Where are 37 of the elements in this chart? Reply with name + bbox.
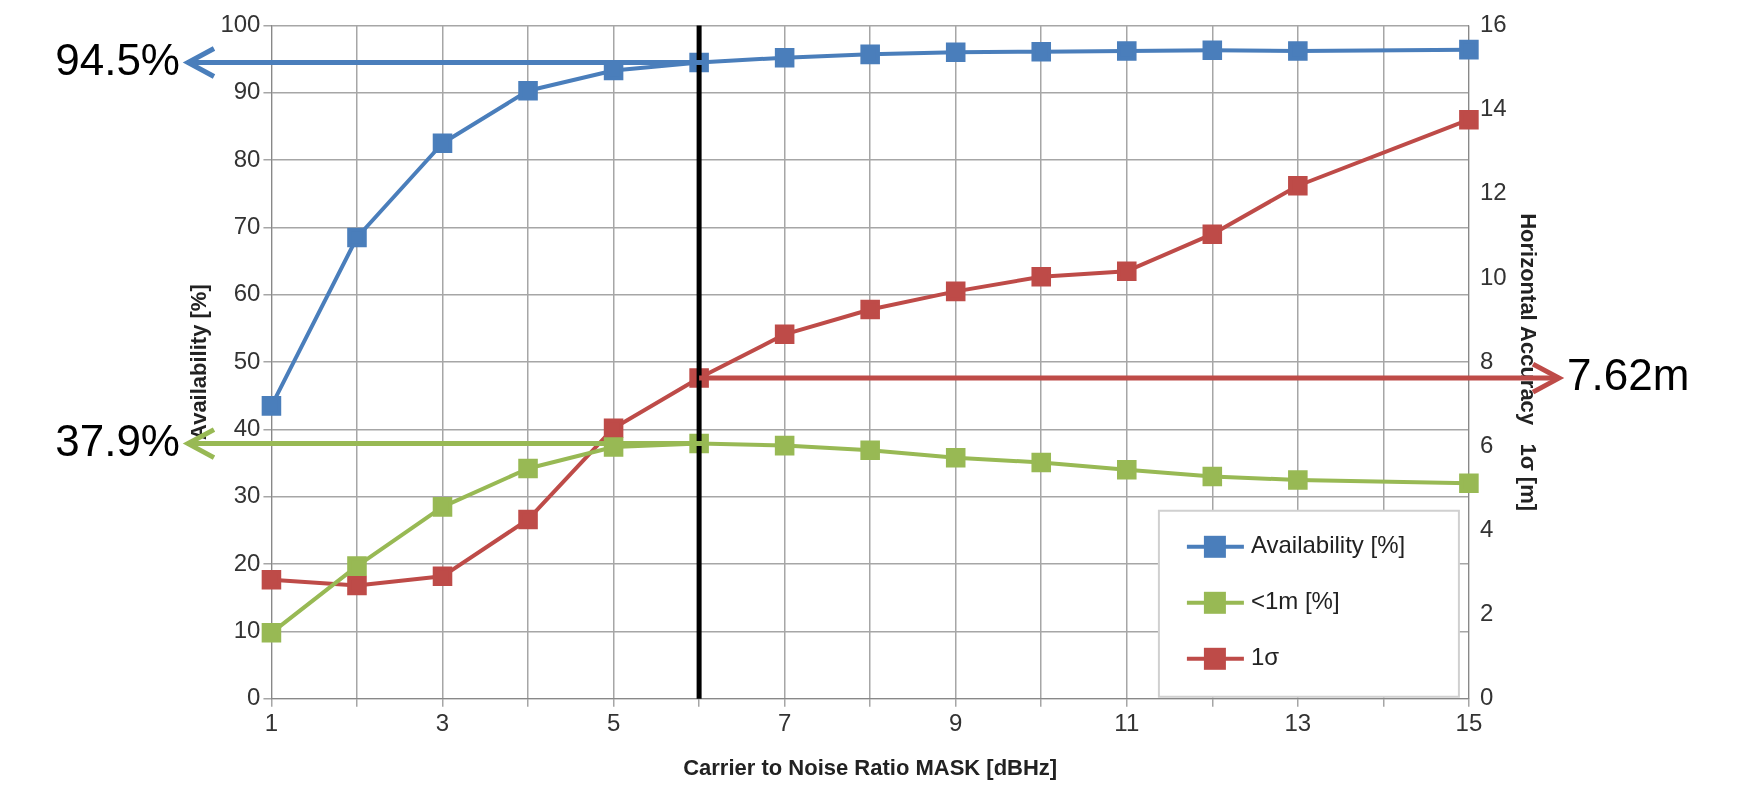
y-tick-label: 90	[233, 77, 261, 105]
y2-tick-label: 16	[1479, 10, 1507, 38]
x-tick-label: 11	[1114, 708, 1140, 736]
y2-axis-title: Horizontal Accuracy 1σ [m]	[1515, 213, 1541, 512]
legend-label: 1σ	[1250, 643, 1280, 671]
y-tick-label: 80	[233, 144, 261, 172]
ref-line-label: 37.9%	[55, 415, 180, 465]
y2-tick-label: 2	[1479, 599, 1494, 627]
y2-tick-label: 14	[1479, 94, 1507, 122]
y-tick-label: 70	[233, 212, 261, 240]
y2-tick-label: 4	[1479, 515, 1494, 543]
y-tick-label: 0	[247, 683, 261, 711]
x-axis-title: Carrier to Noise Ratio MASK [dBHz]	[683, 754, 1058, 780]
y-tick-label: 60	[233, 279, 261, 307]
y-axis-title: Availability [%]	[186, 284, 212, 440]
y-tick-label: 10	[233, 616, 261, 644]
ref-line-label: 7.62m	[1567, 350, 1690, 400]
y-tick-label: 20	[233, 548, 261, 576]
legend-label: Availability [%]	[1250, 531, 1406, 559]
y-tick-label: 40	[233, 414, 261, 442]
x-tick-label: 15	[1455, 708, 1483, 736]
y2-tick-label: 0	[1479, 683, 1494, 711]
x-tick-label: 5	[606, 708, 621, 736]
y-tick-label: 30	[233, 481, 261, 509]
y-tick-label: 100	[220, 10, 261, 38]
ref-line-label: 94.5%	[55, 34, 180, 84]
y2-tick-label: 6	[1479, 430, 1494, 458]
x-tick-label: 7	[777, 708, 792, 736]
y2-tick-label: 8	[1479, 346, 1494, 374]
x-tick-label: 1	[264, 708, 279, 736]
x-tick-label: 9	[949, 708, 963, 736]
legend-label: <1m [%]	[1250, 587, 1340, 615]
x-tick-label: 13	[1284, 708, 1312, 736]
y2-tick-label: 12	[1479, 178, 1507, 206]
y2-tick-label: 10	[1479, 262, 1507, 290]
y-tick-label: 50	[233, 346, 261, 374]
x-tick-label: 3	[435, 708, 450, 736]
